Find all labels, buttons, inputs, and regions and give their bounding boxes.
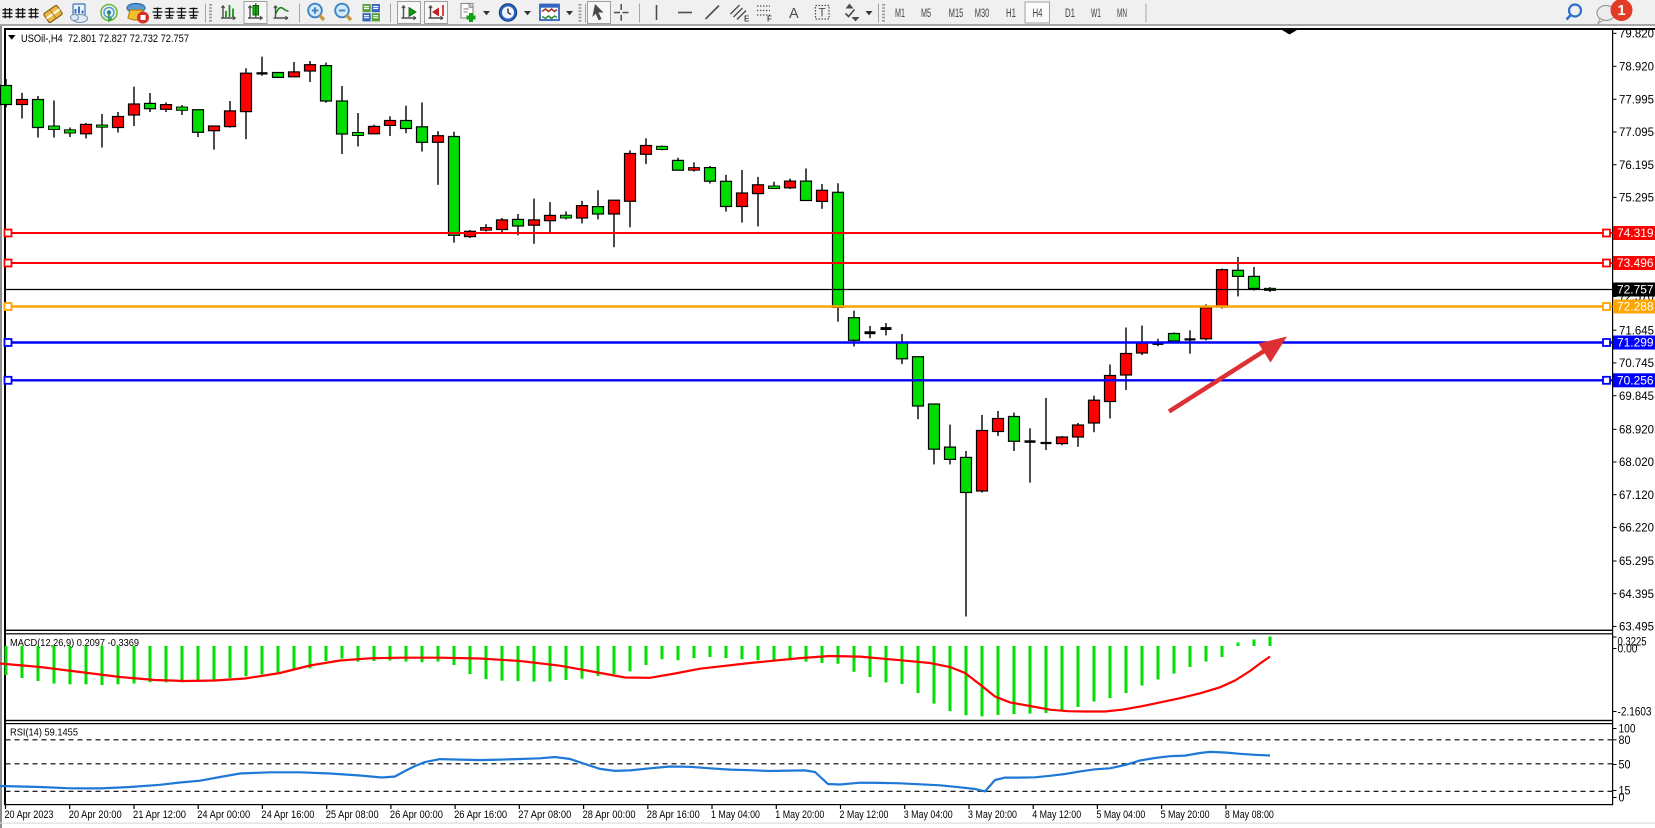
svg-text:H1: H1 [1006, 8, 1016, 20]
svg-text:W1: W1 [1091, 8, 1101, 20]
svg-text:2 May 12:00: 2 May 12:00 [840, 809, 889, 821]
svg-text:0.00: 0.00 [1618, 644, 1638, 656]
svg-text:F: F [767, 15, 772, 24]
svg-text:27 Apr 08:00: 27 Apr 08:00 [518, 809, 571, 821]
svg-text:H4: H4 [1033, 8, 1043, 20]
svg-text:15: 15 [1619, 786, 1631, 798]
svg-text:100: 100 [1619, 724, 1636, 736]
svg-text:26 Apr 16:00: 26 Apr 16:00 [454, 809, 507, 821]
svg-text:72.288: 72.288 [1617, 300, 1654, 314]
svg-text:64.395: 64.395 [1619, 587, 1654, 601]
svg-text:73.496: 73.496 [1617, 256, 1654, 270]
svg-text:24 Apr 00:00: 24 Apr 00:00 [197, 809, 250, 821]
svg-text:D1: D1 [1065, 8, 1075, 20]
svg-text:MN: MN [1117, 8, 1127, 20]
svg-text:75.295: 75.295 [1619, 191, 1654, 205]
svg-text:M1: M1 [895, 8, 905, 20]
svg-text:26 Apr 00:00: 26 Apr 00:00 [390, 809, 443, 821]
svg-text:8 May 08:00: 8 May 08:00 [1225, 809, 1274, 821]
svg-text:63.495: 63.495 [1619, 620, 1654, 634]
svg-text:E: E [744, 15, 750, 24]
svg-text:MACD(12,26,9) 0.2097 -0.3369: MACD(12,26,9) 0.2097 -0.3369 [10, 637, 139, 649]
svg-text:3 May 20:00: 3 May 20:00 [968, 809, 1017, 821]
svg-text:1 May 04:00: 1 May 04:00 [711, 809, 760, 821]
svg-text:M5: M5 [921, 8, 931, 20]
svg-text:50: 50 [1619, 760, 1631, 772]
svg-text:25 Apr 08:00: 25 Apr 08:00 [326, 809, 379, 821]
svg-text:77.995: 77.995 [1619, 93, 1654, 107]
svg-text:0.3225: 0.3225 [1618, 637, 1647, 649]
svg-text:24 Apr 16:00: 24 Apr 16:00 [261, 809, 314, 821]
svg-text:65.295: 65.295 [1619, 554, 1654, 568]
svg-text:A: A [789, 6, 799, 22]
svg-text:78.920: 78.920 [1619, 60, 1654, 74]
svg-text:T: T [819, 8, 826, 20]
svg-text:70.256: 70.256 [1617, 374, 1654, 388]
svg-text:M30: M30 [975, 8, 990, 20]
svg-text:0: 0 [1619, 793, 1625, 805]
svg-text:67.120: 67.120 [1619, 488, 1654, 502]
svg-text:71.299: 71.299 [1617, 336, 1654, 350]
svg-text:28 Apr 16:00: 28 Apr 16:00 [647, 809, 700, 821]
svg-text:66.220: 66.220 [1619, 521, 1654, 535]
svg-text:80: 80 [1619, 735, 1631, 747]
svg-text:1: 1 [1617, 3, 1625, 19]
svg-text:28 Apr 00:00: 28 Apr 00:00 [583, 809, 636, 821]
svg-text:68.920: 68.920 [1619, 423, 1654, 437]
svg-text:5 May 20:00: 5 May 20:00 [1161, 809, 1210, 821]
svg-text:77.095: 77.095 [1619, 125, 1654, 139]
svg-text:USOil-,H4 72.801 72.827 72.73: USOil-,H4 72.801 72.827 72.732 72.757 [21, 33, 189, 45]
svg-text:74.319: 74.319 [1617, 226, 1654, 240]
svg-text:71.645: 71.645 [1619, 323, 1654, 337]
svg-text:70.745: 70.745 [1619, 356, 1654, 370]
svg-text:68.020: 68.020 [1619, 455, 1654, 469]
svg-text:4 May 12:00: 4 May 12:00 [1032, 809, 1081, 821]
svg-text:3 May 04:00: 3 May 04:00 [904, 809, 953, 821]
svg-text:-2.1603: -2.1603 [1618, 707, 1652, 719]
svg-text:69.845: 69.845 [1619, 389, 1654, 403]
svg-text:M15: M15 [949, 8, 964, 20]
svg-text:20 Apr 2023: 20 Apr 2023 [5, 809, 54, 821]
svg-text:5 May 04:00: 5 May 04:00 [1096, 809, 1145, 821]
svg-text:RSI(14) 59.1455: RSI(14) 59.1455 [10, 727, 78, 739]
svg-text:1 May 20:00: 1 May 20:00 [775, 809, 824, 821]
svg-text:79.820: 79.820 [1619, 27, 1654, 41]
svg-text:21 Apr 12:00: 21 Apr 12:00 [133, 809, 186, 821]
svg-text:72.757: 72.757 [1617, 283, 1654, 297]
svg-text:20 Apr 20:00: 20 Apr 20:00 [69, 809, 122, 821]
svg-text:76.195: 76.195 [1619, 158, 1654, 172]
